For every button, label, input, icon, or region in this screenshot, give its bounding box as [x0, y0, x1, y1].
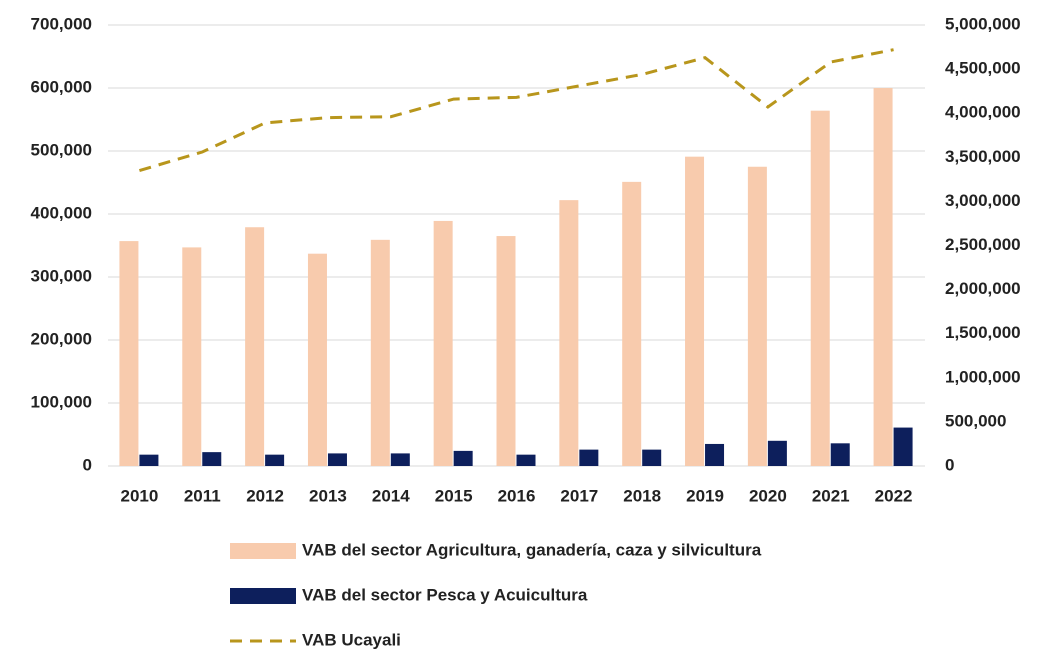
bar [307, 253, 327, 466]
line [138, 48, 894, 172]
bar [390, 453, 410, 466]
x-tick-label: 2022 [875, 486, 913, 505]
legend-label: VAB del sector Agricultura, ganadería, c… [302, 540, 762, 559]
y2-tick-label: 0 [945, 455, 954, 474]
bar [202, 452, 222, 466]
bar [433, 220, 453, 466]
bar [767, 440, 787, 466]
x-tick-label: 2011 [184, 486, 221, 505]
bar [265, 454, 285, 466]
x-tick-label: 2017 [560, 486, 598, 505]
y2-tick-label: 3,000,000 [945, 191, 1021, 210]
y-tick-label: 400,000 [31, 203, 92, 222]
bar [182, 247, 202, 466]
legend-swatch [230, 543, 296, 559]
bar [810, 110, 830, 467]
y-tick-label: 300,000 [31, 266, 92, 285]
x-tick-label: 2010 [121, 486, 159, 505]
y2-tick-label: 4,000,000 [945, 103, 1021, 122]
x-tick-label: 2018 [623, 486, 661, 505]
x-tick-label: 2013 [309, 486, 347, 505]
legend-swatch [230, 588, 296, 604]
bar [893, 427, 913, 466]
bar [705, 443, 725, 466]
y2-tick-label: 3,500,000 [945, 147, 1021, 166]
bar [579, 449, 599, 466]
y2-tick-label: 1,500,000 [945, 323, 1021, 342]
bar [119, 241, 139, 466]
bar [559, 200, 579, 466]
x-tick-label: 2015 [435, 486, 473, 505]
y2-tick-label: 2,000,000 [945, 279, 1021, 298]
y2-tick-label: 1,000,000 [945, 367, 1021, 386]
bar [685, 156, 705, 467]
x-tick-label: 2021 [812, 486, 850, 505]
bar [370, 239, 390, 466]
legend-label: VAB del sector Pesca y Acuicultura [302, 585, 588, 604]
bar [245, 227, 265, 466]
y-tick-label: 500,000 [31, 140, 92, 159]
bar [622, 181, 642, 466]
bar [453, 450, 473, 466]
y-tick-label: 100,000 [31, 392, 92, 411]
y-tick-label: 0 [83, 455, 92, 474]
x-tick-label: 2020 [749, 486, 787, 505]
y-tick-label: 600,000 [31, 77, 92, 96]
bar [496, 236, 516, 466]
x-tick-label: 2019 [686, 486, 724, 505]
bar [747, 166, 767, 466]
y-tick-label: 700,000 [31, 14, 92, 33]
bar [516, 454, 536, 466]
y2-tick-label: 500,000 [945, 411, 1006, 430]
y2-tick-label: 2,500,000 [945, 235, 1021, 254]
y2-tick-label: 4,500,000 [945, 59, 1021, 78]
bar [327, 453, 347, 466]
x-tick-label: 2016 [498, 486, 536, 505]
legend-label: VAB Ucayali [302, 630, 401, 649]
bar [830, 443, 850, 466]
x-tick-label: 2014 [372, 486, 410, 505]
bar [139, 454, 159, 466]
bar [642, 449, 662, 466]
y2-tick-label: 5,000,000 [945, 14, 1021, 33]
bar [873, 88, 893, 466]
x-tick-label: 2012 [246, 486, 284, 505]
y-tick-label: 200,000 [31, 329, 92, 348]
